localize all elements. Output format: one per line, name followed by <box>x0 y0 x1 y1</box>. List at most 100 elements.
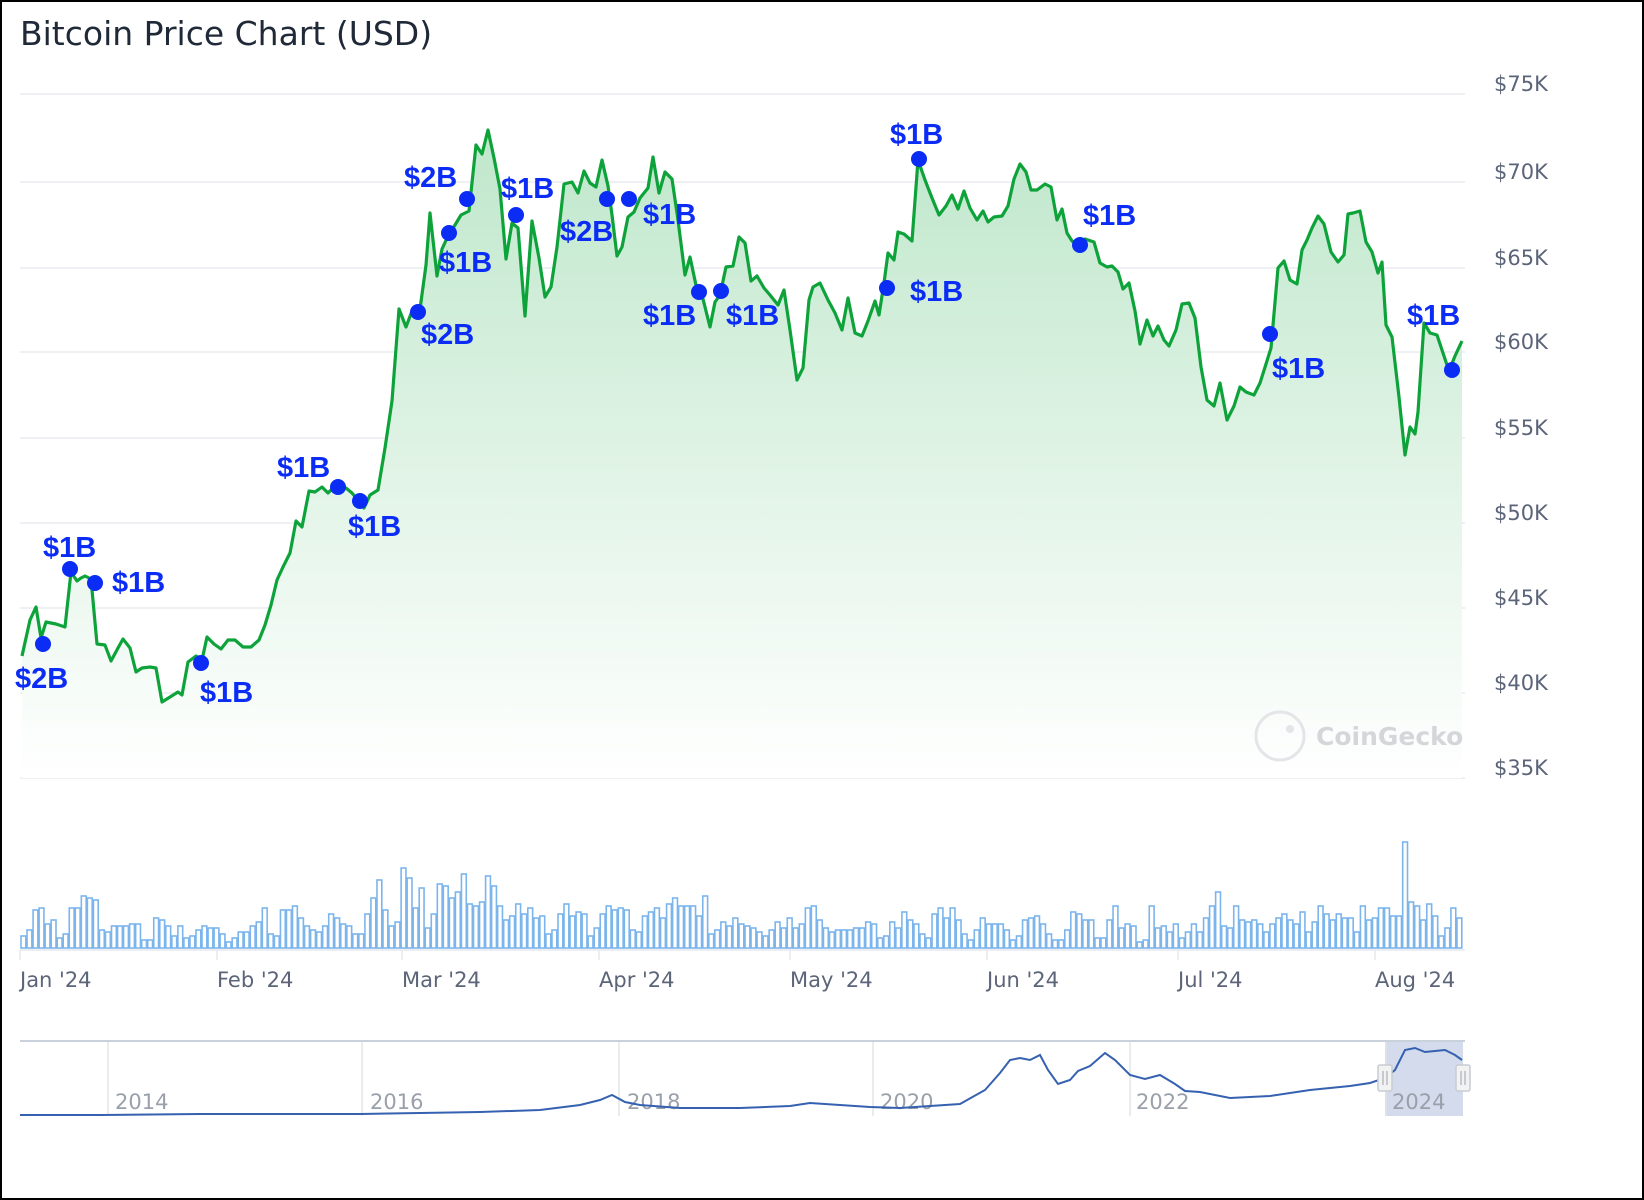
volume-bar <box>1244 921 1252 949</box>
annotation-label: $1B <box>1083 200 1136 232</box>
watermark-text: CoinGecko <box>1316 722 1463 751</box>
volume-bar <box>798 923 805 949</box>
volume-bar <box>822 927 830 949</box>
y-tick-label: $60K <box>1494 330 1549 354</box>
volume-bar <box>1450 907 1457 949</box>
annotation-label: $1B <box>726 300 779 332</box>
y-tick-label: $40K <box>1494 671 1549 695</box>
annotation-marker[interactable] <box>621 191 637 207</box>
volume-bar <box>394 921 401 949</box>
volume-bar <box>1033 915 1041 949</box>
annotation-marker[interactable] <box>352 493 368 509</box>
volume-bar <box>1257 923 1264 949</box>
volume-bar <box>1305 931 1312 949</box>
volume-bar <box>134 923 142 949</box>
annotation-label: $1B <box>910 276 963 308</box>
x-tick-label: May '24 <box>790 968 873 992</box>
volume-bar <box>919 933 926 949</box>
volume-bar <box>937 907 944 949</box>
annotation-label: $1B <box>348 511 401 543</box>
volume-bar <box>177 925 184 949</box>
volume-bar <box>563 903 570 949</box>
annotation-marker[interactable] <box>87 575 103 591</box>
annotation-marker[interactable] <box>691 284 707 300</box>
volume-bar <box>858 927 866 949</box>
volume-bar <box>1395 915 1403 949</box>
annotation-marker[interactable] <box>1072 237 1088 253</box>
annotation-marker[interactable] <box>508 207 524 223</box>
volume-bar <box>80 895 87 949</box>
annotation-marker[interactable] <box>35 636 51 652</box>
annotation-marker[interactable] <box>459 191 475 207</box>
volume-bar <box>732 917 739 949</box>
volume-bar <box>38 907 45 949</box>
volume-bar <box>273 935 281 949</box>
volume-bar <box>1311 921 1318 949</box>
navigator-left-handle[interactable] <box>1377 1064 1393 1092</box>
volume-bar <box>1413 905 1421 949</box>
volume-bar <box>720 921 727 949</box>
volume-bar <box>545 933 552 949</box>
volume-bar <box>219 933 226 949</box>
price-area-fill <box>22 130 1462 778</box>
x-tick-label: Mar '24 <box>402 968 481 992</box>
volume-bar <box>557 913 564 949</box>
annotation-marker[interactable] <box>441 225 457 241</box>
y-tick-label: $55K <box>1494 416 1549 440</box>
volume-bar <box>1456 917 1463 949</box>
volume-bar <box>973 929 980 949</box>
volume-bar <box>1383 907 1391 949</box>
volume-bar <box>641 915 649 949</box>
annotation-marker[interactable] <box>879 280 895 296</box>
annotation-marker[interactable] <box>713 283 729 299</box>
volume-bar <box>189 935 196 949</box>
volume-bar <box>442 885 449 949</box>
volume-bar <box>321 925 329 949</box>
volume-bar <box>1124 923 1131 949</box>
volume-bar <box>231 937 238 949</box>
volume-bar <box>346 925 353 949</box>
volume-bar <box>876 937 884 949</box>
volume-bar <box>846 929 854 949</box>
volume-bar <box>237 931 244 949</box>
annotation-marker[interactable] <box>599 191 615 207</box>
volume-bar <box>1238 919 1246 949</box>
annotation-marker[interactable] <box>1444 362 1460 378</box>
volume-bar <box>539 915 546 949</box>
y-tick-label: $75K <box>1494 72 1549 96</box>
volume-bar <box>484 875 492 949</box>
annotation-marker[interactable] <box>911 151 927 167</box>
annotation-label: $1B <box>1272 353 1325 385</box>
annotation-marker[interactable] <box>1262 326 1278 342</box>
volume-bar <box>1269 923 1276 949</box>
volume-bar <box>1359 905 1367 949</box>
coingecko-watermark: CoinGecko <box>1254 710 1463 762</box>
volume-bar <box>406 877 413 949</box>
volume-bar <box>1112 905 1119 949</box>
navigator-right-handle[interactable] <box>1455 1064 1471 1092</box>
annotation-marker[interactable] <box>62 561 78 577</box>
volume-bar <box>146 939 154 949</box>
volume-bar <box>1329 919 1336 949</box>
volume-bar <box>249 925 256 949</box>
volume-bar <box>810 905 818 949</box>
volume-bar <box>901 911 908 949</box>
volume-bar <box>671 897 679 949</box>
volume-bar <box>889 921 896 949</box>
volume-bar <box>1178 937 1186 949</box>
volume-bar <box>834 929 842 949</box>
volume-bar <box>1136 941 1143 949</box>
navigator-year-label: 2022 <box>1136 1090 1189 1114</box>
annotation-marker[interactable] <box>410 304 426 320</box>
volume-bar <box>496 905 504 949</box>
price-line[interactable] <box>20 128 1464 704</box>
range-navigator[interactable]: 2014 2016 2018 2020 2022 2024 <box>20 1040 1471 1116</box>
annotation-marker[interactable] <box>330 479 346 495</box>
annotation-marker[interactable] <box>193 655 209 671</box>
volume-bar <box>961 933 968 949</box>
annotation-label: $2B <box>15 663 68 695</box>
volume-bar <box>1377 907 1385 949</box>
volume-bar <box>1003 929 1011 949</box>
volume-bar <box>1184 931 1192 949</box>
